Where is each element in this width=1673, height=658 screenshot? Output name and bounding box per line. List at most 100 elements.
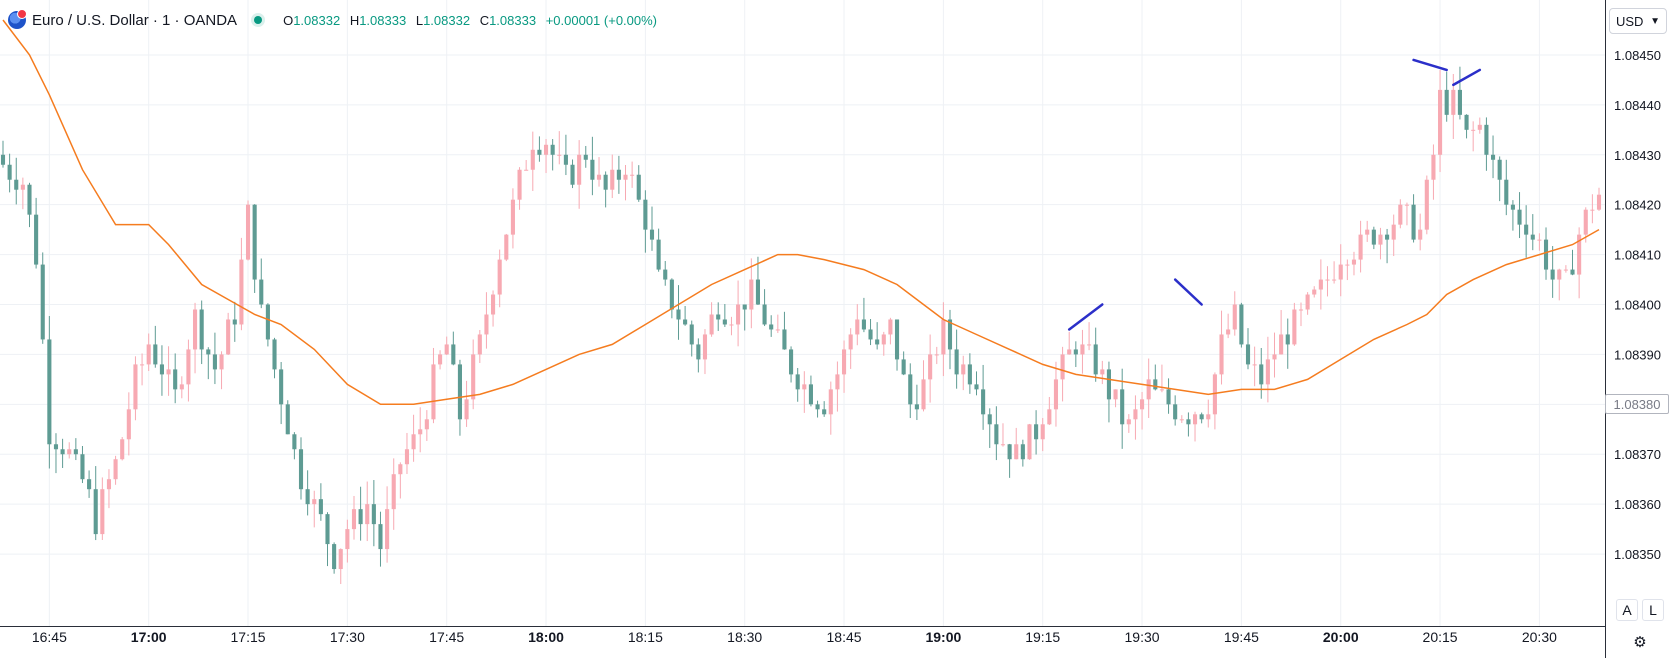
candle-body bbox=[974, 384, 979, 390]
candle-body bbox=[1457, 89, 1462, 115]
candle-body bbox=[1232, 304, 1237, 330]
candle bbox=[1080, 329, 1085, 374]
candle-body bbox=[822, 409, 827, 415]
candle bbox=[206, 347, 211, 380]
auto-scale-button[interactable]: A bbox=[1616, 599, 1638, 621]
candle bbox=[20, 177, 25, 210]
candle bbox=[596, 157, 602, 187]
candle-body bbox=[1173, 404, 1178, 420]
candle-body bbox=[1398, 204, 1403, 225]
candle bbox=[471, 339, 476, 410]
candle bbox=[67, 442, 72, 459]
candle-body bbox=[1073, 349, 1078, 355]
candle-body bbox=[7, 164, 12, 180]
candle-body bbox=[941, 319, 946, 355]
candle bbox=[279, 362, 284, 425]
candle bbox=[385, 486, 390, 563]
candle-body bbox=[1332, 279, 1337, 281]
candle bbox=[1577, 227, 1582, 299]
candle bbox=[338, 548, 343, 585]
currency-select[interactable]: USD ▼ bbox=[1609, 8, 1667, 34]
trend-line-drawing[interactable] bbox=[1452, 68, 1482, 87]
candle bbox=[1504, 159, 1509, 216]
candle-body bbox=[1464, 114, 1469, 130]
candle-body bbox=[1590, 209, 1595, 211]
x-tick-label: 19:45 bbox=[1224, 629, 1259, 645]
candle-body bbox=[1351, 259, 1357, 265]
candle-body bbox=[504, 234, 509, 260]
candle bbox=[1133, 395, 1138, 440]
candle-body bbox=[729, 324, 734, 326]
change-value: +0.00001 (+0.00%) bbox=[545, 12, 658, 28]
candle bbox=[391, 458, 396, 530]
gear-icon[interactable]: ⚙ bbox=[1633, 634, 1647, 651]
candle bbox=[848, 328, 853, 369]
candle-body bbox=[219, 354, 224, 370]
candle-body bbox=[1153, 379, 1158, 390]
candle-body bbox=[292, 434, 297, 450]
candle-body bbox=[835, 374, 840, 390]
candle-body bbox=[630, 174, 635, 176]
candle-body bbox=[1583, 209, 1588, 235]
candle bbox=[702, 329, 708, 375]
candle-body bbox=[497, 259, 502, 295]
candle bbox=[1259, 347, 1264, 399]
candle bbox=[828, 381, 833, 435]
candle bbox=[1398, 199, 1403, 229]
candle bbox=[563, 134, 568, 176]
trend-line-drawing[interactable] bbox=[1173, 278, 1203, 306]
candle bbox=[232, 301, 237, 342]
candle-body bbox=[1510, 204, 1515, 210]
y-tick-label: 1.08440 bbox=[1614, 98, 1661, 113]
candle-body bbox=[1557, 269, 1562, 280]
candle-body bbox=[1020, 444, 1025, 460]
candle bbox=[73, 438, 78, 461]
candle-body bbox=[1451, 89, 1456, 115]
candle bbox=[1252, 346, 1257, 387]
candle bbox=[861, 297, 866, 333]
candle bbox=[1325, 266, 1330, 297]
candle bbox=[312, 490, 317, 528]
candle bbox=[802, 371, 807, 413]
candle-body bbox=[1067, 349, 1072, 355]
candle-body bbox=[742, 304, 747, 310]
candle-body bbox=[590, 159, 595, 180]
trend-line-drawing[interactable] bbox=[1412, 58, 1448, 72]
candle-body bbox=[444, 344, 449, 355]
symbol-title[interactable]: Euro / U.S. Dollar · 1 · OANDA bbox=[32, 11, 238, 29]
candle-body bbox=[603, 174, 608, 190]
candle-body bbox=[113, 459, 118, 480]
candle-body bbox=[424, 419, 429, 430]
candle-body bbox=[510, 199, 515, 235]
candle bbox=[126, 392, 131, 456]
candle-body bbox=[1298, 309, 1304, 311]
candle bbox=[325, 512, 330, 567]
candle bbox=[332, 542, 337, 574]
candle bbox=[947, 309, 953, 370]
candle bbox=[1060, 346, 1065, 402]
trend-line-drawing[interactable] bbox=[1067, 303, 1104, 331]
candle-body bbox=[1159, 389, 1164, 391]
log-scale-button[interactable]: L bbox=[1642, 599, 1664, 621]
candle-body bbox=[1126, 419, 1131, 425]
candle bbox=[1106, 361, 1111, 423]
y-tick-label: 1.08350 bbox=[1614, 547, 1661, 562]
candle-body bbox=[530, 149, 535, 170]
candle-body bbox=[1490, 154, 1496, 160]
candle bbox=[1219, 310, 1224, 385]
high-value: 1.08333 bbox=[359, 12, 407, 28]
candle bbox=[835, 361, 840, 412]
y-tick-label: 1.08400 bbox=[1614, 298, 1661, 313]
candle-body bbox=[27, 184, 32, 215]
candle bbox=[371, 480, 376, 547]
candle-body bbox=[802, 384, 807, 390]
candle bbox=[736, 280, 741, 347]
candle bbox=[484, 292, 489, 349]
candle bbox=[1550, 246, 1555, 298]
candle bbox=[669, 278, 674, 319]
candle-body bbox=[1087, 344, 1092, 346]
candle bbox=[1100, 360, 1105, 385]
candle-body bbox=[815, 404, 820, 410]
candle bbox=[775, 314, 780, 334]
